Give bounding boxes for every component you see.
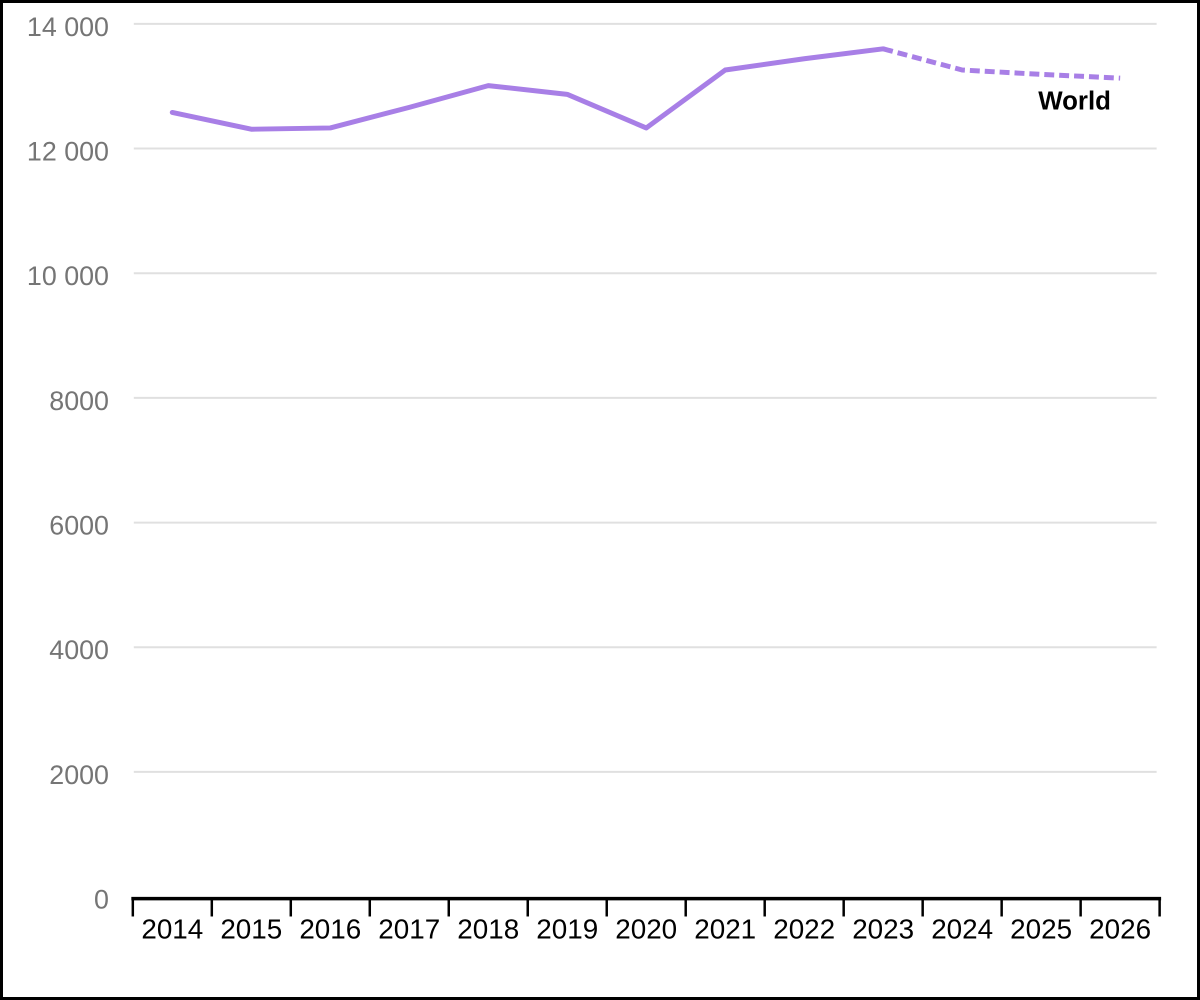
series-label: World [1038,87,1111,115]
y-axis-tick-label: 0 [94,885,109,915]
x-axis-tick-label: 2025 [1010,913,1072,944]
series-line-forecast [882,46,1121,81]
x-axis-tick-label: 2017 [378,913,440,944]
x-axis-tick-label: 2020 [615,913,677,944]
x-axis-tick-label: 2026 [1089,913,1151,944]
y-axis-tick-label: 12 000 [27,137,109,167]
y-axis-tick-label: 2000 [49,760,109,790]
x-axis-tick-label: 2021 [694,913,756,944]
x-axis-tick-label: 2015 [220,913,282,944]
y-axis-tick-label: 10 000 [27,261,109,291]
y-axis-tick-label: 6000 [49,511,109,541]
x-axis-tick-label: 2024 [931,913,993,944]
x-axis-tick-label: 2016 [299,913,361,944]
x-axis-tick-label: 2022 [773,913,835,944]
y-axis-tick-label: 4000 [49,635,109,665]
x-axis-tick-label: 2014 [141,913,203,944]
x-axis-tick-label: 2018 [457,913,519,944]
y-axis-tick-label: 8000 [49,386,109,416]
x-axis-tick-label: 2019 [536,913,598,944]
y-axis-tick-label: 14 000 [27,12,109,42]
x-axis-tick-label: 2023 [852,913,914,944]
line-chart-canvas: 0 2000 4000 6000 8000 10 000 12 000 14 000 2014 2… [27,12,1162,944]
series-line-solid [169,46,886,132]
